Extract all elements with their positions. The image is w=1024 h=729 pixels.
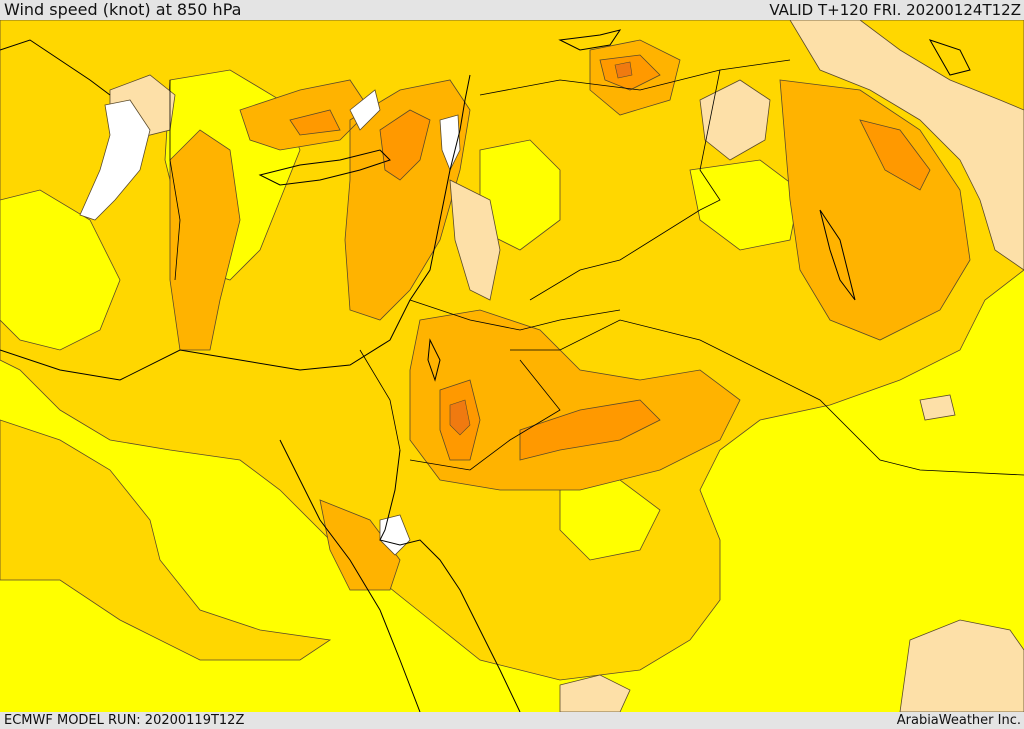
wind-band-calm [79,89,461,556]
wind-band-stronger [449,61,633,436]
wind-speed-map [0,20,1024,712]
wind-band-medium [169,39,971,591]
footer-bar: ECMWF MODEL RUN: 20200119T12Z ArabiaWeat… [0,712,1024,729]
model-run-label: ECMWF MODEL RUN: 20200119T12Z [4,713,245,728]
map-title: Wind speed (knot) at 850 hPa [4,0,242,19]
wind-band-strong [289,54,931,461]
valid-time-label: VALID T+120 FRI. 20200124T12Z [769,1,1021,19]
credit-label: ArabiaWeather Inc. [896,713,1021,728]
header-bar: Wind speed (knot) at 850 hPa VALID T+120… [0,0,1024,20]
coastlines [0,29,971,712]
country-borders [169,59,1024,476]
